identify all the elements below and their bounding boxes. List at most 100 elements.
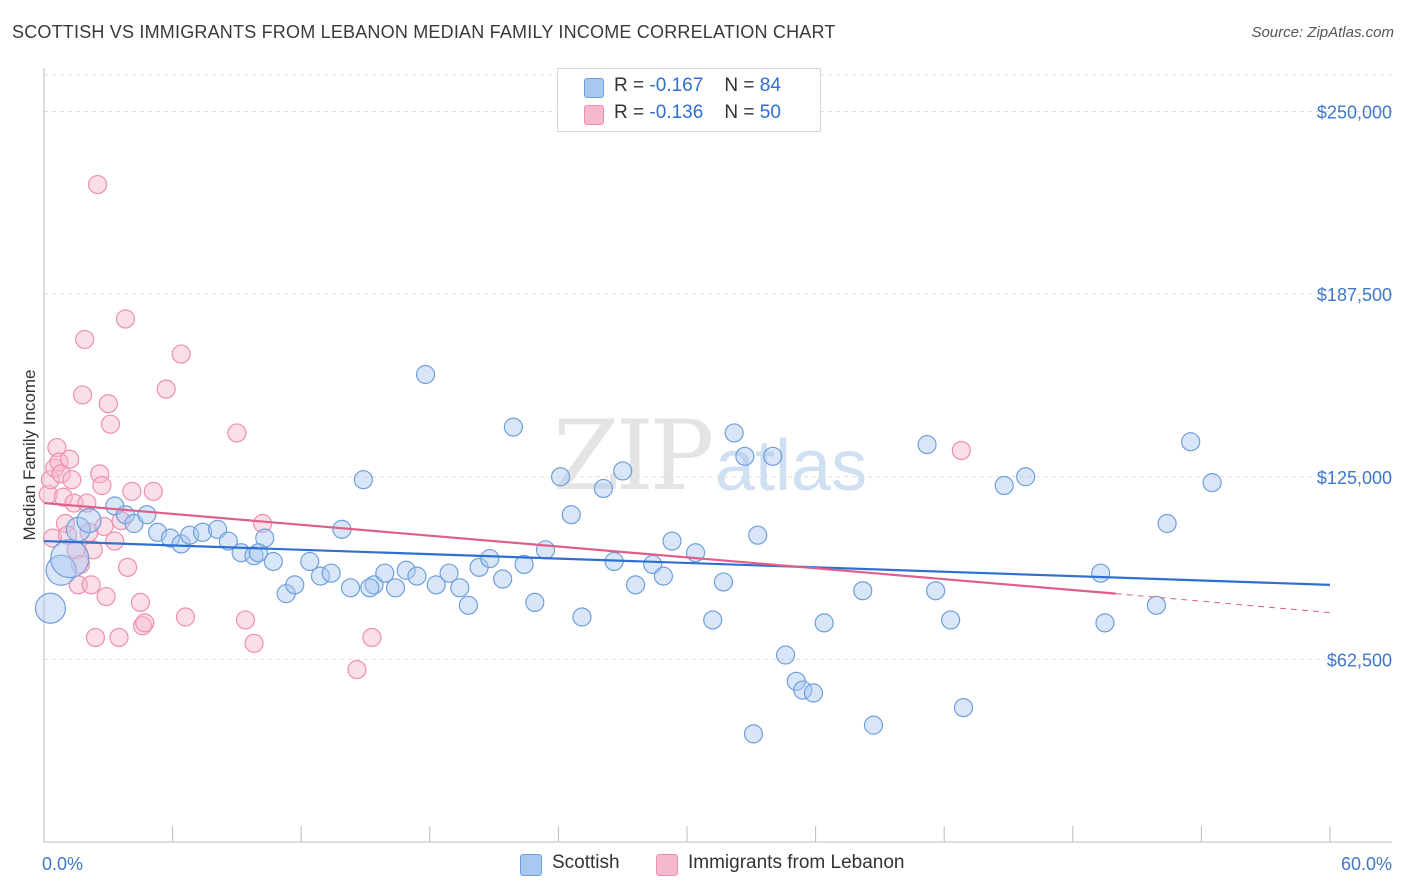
scottish-point (803, 683, 824, 703)
lebanon-point (362, 627, 382, 648)
x-tick-label-min: 0.0% (42, 854, 83, 874)
x-tick-label-max: 60.0% (1341, 854, 1392, 874)
scottish-point (310, 566, 331, 586)
scottish-point (493, 569, 513, 589)
gridlines (44, 74, 1392, 660)
lebanon-point (105, 531, 125, 551)
lebanon-point (40, 470, 61, 490)
axes (43, 68, 1392, 843)
scottish-point (793, 680, 813, 700)
series-scottish-points (34, 364, 1222, 744)
scottish-point (1091, 563, 1111, 583)
scottish-point (137, 505, 157, 525)
correlation-legend: R = -0.167 N = 84 R = -0.136 N = 50 (557, 68, 821, 132)
y-tick-label: $62,500 (1327, 650, 1392, 670)
legend-n-value-lebanon: 50 (759, 102, 781, 123)
lebanon-trend-extension (1115, 593, 1331, 614)
scottish-point (396, 560, 416, 580)
bottom-legend-swatch-lebanon (656, 854, 678, 876)
scottish-point (550, 467, 571, 487)
scottish-point (340, 578, 361, 598)
scottish-point (1202, 473, 1222, 493)
lebanon-point (81, 575, 101, 595)
scottish-point (535, 540, 556, 560)
lebanon-point (244, 633, 264, 653)
legend-r-label: R = (614, 102, 645, 123)
scottish-point (561, 505, 581, 525)
lebanon-point (94, 516, 114, 537)
scottish-point (285, 575, 305, 595)
scottish-point (748, 525, 768, 545)
legend-n-label: N = (724, 102, 755, 123)
legend-swatch-scottish (584, 78, 604, 98)
scottish-point (300, 551, 320, 572)
scottish-point (218, 531, 238, 551)
lebanon-point (130, 592, 151, 613)
lebanon-point (135, 613, 155, 633)
scottish-point (662, 531, 682, 551)
scottish-point (1146, 595, 1166, 615)
trend-lines (43, 501, 1331, 614)
y-tick-label: $187,500 (1317, 285, 1392, 305)
axis-labels: $62,500 $125,000 $187,500 $250,000 0.0% 60.0%… (20, 103, 1392, 874)
lebanon-point (85, 627, 106, 648)
lebanon-point (92, 475, 112, 496)
scottish-point (613, 461, 633, 481)
bottom-legend-label-scottish: Scottish (552, 852, 620, 873)
lebanon-point (171, 344, 191, 364)
lebanon-point (42, 528, 63, 548)
y-axis-title: Median Family Income (20, 369, 39, 540)
scottish-point (572, 607, 592, 627)
scottish-point (941, 610, 961, 630)
scottish-point (353, 470, 373, 490)
scottish-point (458, 595, 478, 615)
lebanon-point (51, 464, 71, 484)
source-note: Source: ZipAtlas.com (1251, 24, 1394, 41)
lebanon-point (132, 616, 153, 636)
lebanon-point (62, 470, 82, 490)
scottish-point (407, 566, 427, 586)
watermark-zip: ZIP (553, 400, 714, 512)
scottish-point (248, 543, 268, 563)
scottish-point (503, 417, 523, 437)
legend-swatch-lebanon (584, 105, 604, 125)
scottish-point (763, 446, 783, 466)
bottom-legend-swatch-scottish (520, 854, 542, 876)
lebanon-point (227, 423, 247, 443)
scottish-point (953, 697, 974, 718)
bottom-legend-label-lebanon: Immigrants from Lebanon (688, 852, 905, 873)
y-tick-label: $250,000 (1317, 103, 1392, 123)
lebanon-point (55, 513, 76, 534)
lebanon-point (75, 329, 95, 350)
scottish-point (625, 575, 646, 595)
lebanon-point (72, 385, 93, 405)
scottish-point (1157, 513, 1177, 534)
scottish-point (1016, 467, 1036, 487)
scottish-point (743, 724, 764, 744)
scottish-point (360, 578, 380, 598)
lebanon-point (49, 452, 69, 472)
lebanon-point (347, 660, 367, 680)
lebanon-point (122, 481, 142, 501)
scottish-point (1095, 613, 1115, 633)
scottish-point (76, 507, 102, 534)
scottish-point (1181, 432, 1201, 452)
lebanon-point (109, 627, 129, 648)
legend-r-label: R = (614, 75, 645, 96)
lebanon-point (117, 557, 138, 577)
scottish-point (653, 566, 674, 586)
scottish-point (703, 610, 723, 630)
lebanon-point (60, 449, 80, 469)
lebanon-point (100, 414, 121, 434)
lebanon-point (98, 394, 118, 414)
lebanon-point (115, 309, 136, 329)
legend-r-value-lebanon: -0.136 (649, 102, 704, 123)
lebanon-point (253, 513, 273, 534)
scottish-point (263, 551, 283, 572)
scottish-point (450, 578, 470, 598)
scottish-point (525, 592, 545, 613)
lebanon-point (156, 379, 176, 399)
chart-title: SCOTTISH VS IMMIGRANTS FROM LEBANON MEDI… (12, 22, 836, 42)
scottish-point (439, 563, 459, 583)
scottish-point (160, 528, 181, 548)
